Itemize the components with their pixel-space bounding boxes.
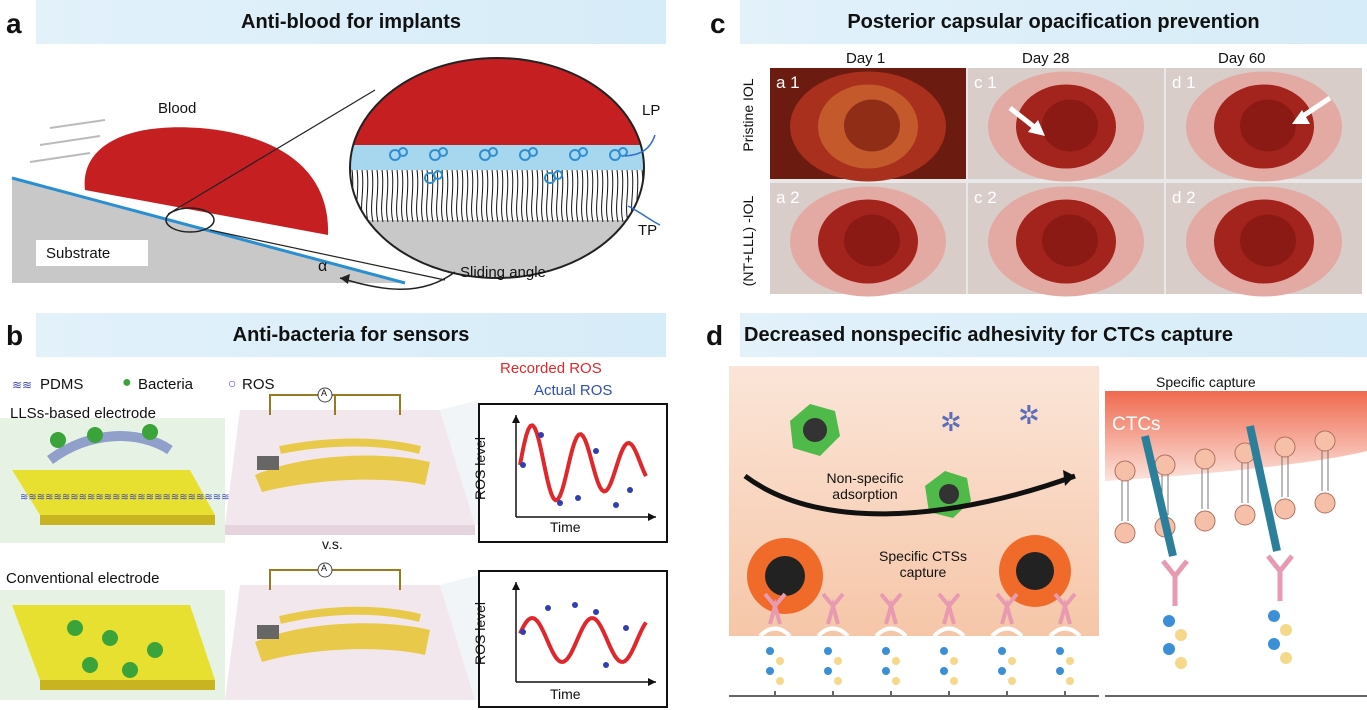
legend-ros-icon: ○ (228, 375, 237, 391)
ros-plot-top-xlabel: Time (550, 519, 581, 535)
row-pristine: Pristine IOL (740, 78, 756, 152)
blood-label: Blood (158, 100, 197, 117)
recorded-ros-label: Recorded ROS (500, 360, 602, 377)
legend-bacteria-icon: ● (122, 374, 132, 391)
ros-plot-bottom-xlabel: Time (550, 686, 581, 702)
llss-electrode-slab (12, 470, 215, 515)
eye-tile-label: c 1 (974, 73, 997, 92)
eye-grid-svg: a 1 c 1 d 1 a 2 c 2 d 2 (770, 68, 1362, 297)
legend-pdms: PDMS (40, 376, 84, 393)
zoom-spot (165, 207, 215, 233)
substrate-label: Substrate (46, 245, 111, 262)
sliding-angle-label: Sliding angle (460, 264, 546, 281)
nonspecific-label: Non-specific adsorption (826, 470, 904, 502)
panel-c-title: Posterior capsular opacification prevent… (740, 0, 1367, 44)
panel-d-diagram: ✲ ✲ (729, 366, 1367, 701)
ros-plot-top-ylabel: ROS level (472, 436, 488, 500)
legend-pdms-icon: ≋≋ (12, 378, 33, 392)
svg-text:✲: ✲ (940, 407, 962, 437)
legend-bacteria: Bacteria (138, 376, 194, 393)
ros-plot-bottom-svg (512, 582, 656, 686)
panel-d-letter: d (706, 320, 724, 351)
col-day60: Day 60 (1218, 50, 1266, 67)
row-nt-lll: (NT+LLL) -IOL (740, 195, 756, 287)
legend-ros: ROS (242, 376, 275, 393)
ros-plot-bottom-ylabel: ROS level (472, 601, 488, 665)
col-day1: Day 1 (846, 50, 886, 67)
panel-b-letter: b (6, 320, 24, 351)
ammeter-bottom: A (321, 563, 328, 573)
panel-c-letter: c (710, 8, 726, 39)
actual-ros-label: Actual ROS (534, 382, 613, 399)
panel-a-diagram (11, 57, 661, 290)
vs-label: v.s. (322, 536, 343, 552)
svg-text:✲: ✲ (1018, 400, 1040, 430)
conventional-electrode-label: Conventional electrode (6, 570, 160, 587)
eye-tile-label: d 1 (1172, 73, 1196, 92)
ros-plot-top (478, 403, 668, 543)
ros-plot-top-svg (512, 415, 656, 521)
tp-label: TP (638, 222, 658, 239)
pdms-texture: ≋≋≋≋≋≋≋≋≋≋≋≋≋≋≋≋≋≋≋≋≋≋≋≋≋≋ (20, 492, 238, 503)
panel-b-title: Anti-bacteria for sensors (36, 313, 666, 357)
eye-tile-label: a 2 (776, 188, 800, 207)
alpha-label: α (318, 258, 328, 275)
llss-electrode-label: LLSs-based electrode (10, 405, 156, 422)
col-day28: Day 28 (1022, 50, 1070, 67)
eye-tile-label: a 1 (776, 73, 800, 92)
panel-a-title: Anti-blood for implants (36, 0, 666, 44)
ctcs-label: CTCs (1112, 414, 1161, 435)
ammeter-top: A (321, 388, 328, 398)
lp-label: LP (642, 102, 661, 119)
panel-b-diagram: ≋≋≋≋≋≋≋≋≋≋≋≋≋≋≋≋≋≋≋≋≋≋≋≋≋≋ (0, 387, 478, 700)
specific-ctss-label: Specific CTSs capture (879, 548, 967, 580)
surface-line (11, 176, 406, 285)
panel-a-letter: a (6, 8, 22, 39)
eye-tile-label: d 2 (1172, 188, 1196, 207)
eye-tile-label: c 2 (974, 188, 997, 207)
panel-d-title: Decreased nonspecific adhesivity for CTC… (740, 313, 1367, 357)
magnified-circle (349, 57, 645, 279)
ros-plot-bottom (478, 570, 668, 708)
specific-capture-label: Specific capture (1156, 374, 1256, 390)
